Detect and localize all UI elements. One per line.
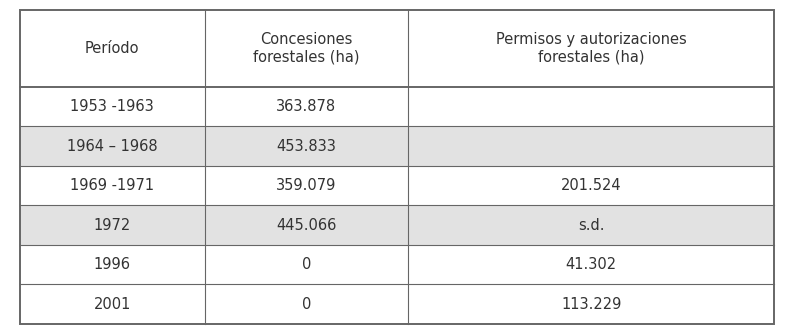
Text: 41.302: 41.302 (565, 257, 617, 272)
Text: 453.833: 453.833 (276, 139, 337, 154)
Bar (20, 127, 774, 166)
Text: 113.229: 113.229 (561, 297, 622, 312)
Text: 201.524: 201.524 (561, 178, 622, 193)
Text: 2001: 2001 (94, 297, 131, 312)
Text: 0: 0 (302, 257, 311, 272)
Text: 1953 -1963: 1953 -1963 (71, 99, 154, 114)
Text: Período: Período (85, 41, 140, 56)
Bar (20, 205, 774, 245)
Text: 1972: 1972 (94, 218, 131, 233)
Text: Permisos y autorizaciones
forestales (ha): Permisos y autorizaciones forestales (ha… (496, 32, 687, 65)
Text: 445.066: 445.066 (276, 218, 337, 233)
Text: 363.878: 363.878 (276, 99, 337, 114)
Text: s.d.: s.d. (578, 218, 604, 233)
Text: Concesiones
forestales (ha): Concesiones forestales (ha) (253, 32, 360, 65)
Text: 1969 -1971: 1969 -1971 (70, 178, 154, 193)
Text: 1996: 1996 (94, 257, 131, 272)
Text: 0: 0 (302, 297, 311, 312)
Text: 359.079: 359.079 (276, 178, 337, 193)
Text: 1964 – 1968: 1964 – 1968 (67, 139, 157, 154)
